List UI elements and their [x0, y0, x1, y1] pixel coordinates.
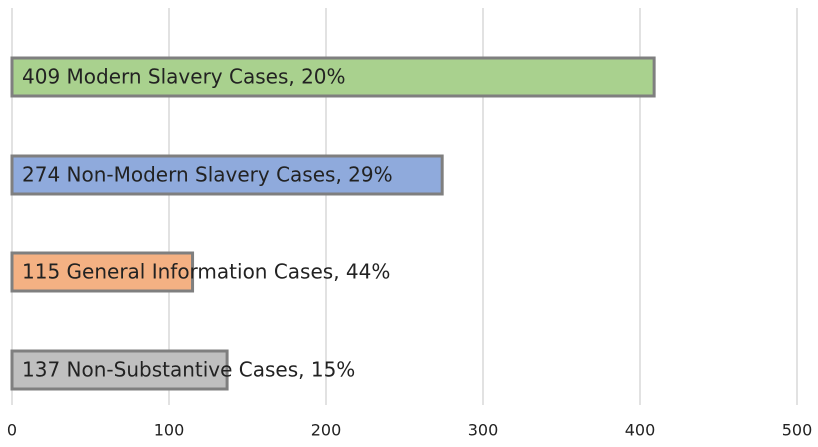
bar [10, 251, 195, 293]
x-tick-label: 0 [7, 421, 17, 440]
data-label: 115 General Information Cases, 44% [22, 260, 390, 284]
data-label: 274 Non-Modern Slavery Cases, 29% [22, 163, 393, 187]
x-tick-label: 500 [782, 421, 813, 440]
data-label: 137 Non-Substantive Cases, 15% [22, 358, 355, 382]
x-tick-label: 200 [311, 421, 342, 440]
x-tick-label: 100 [154, 421, 185, 440]
bar [10, 154, 444, 196]
x-tick-label: 300 [468, 421, 499, 440]
bar [10, 349, 229, 391]
bar [10, 56, 656, 98]
data-label: 409 Modern Slavery Cases, 20% [22, 65, 346, 89]
x-tick-label: 400 [625, 421, 656, 440]
